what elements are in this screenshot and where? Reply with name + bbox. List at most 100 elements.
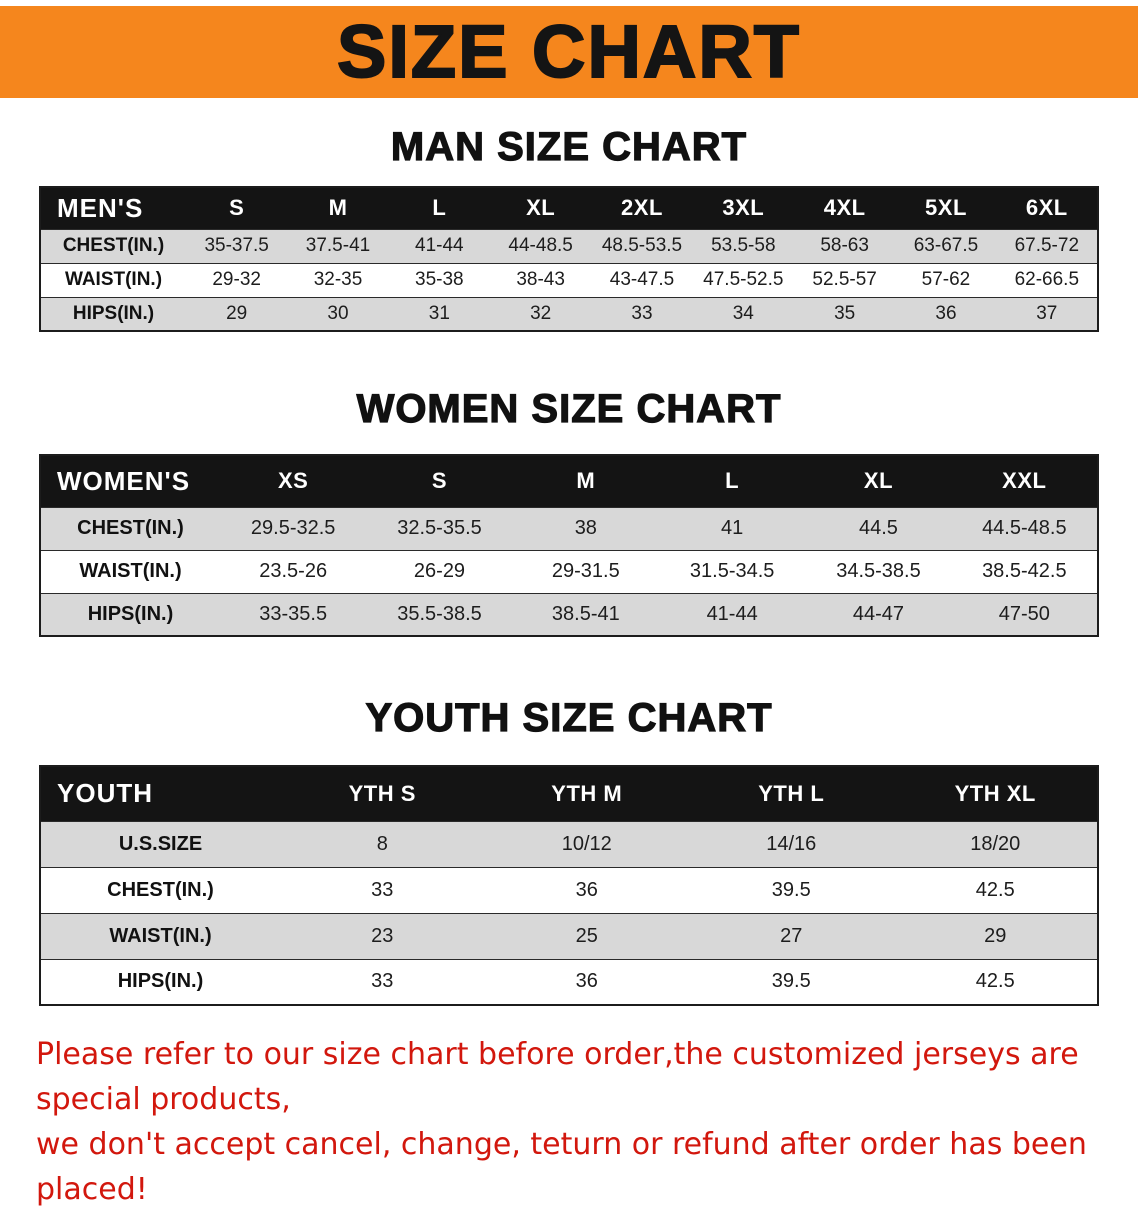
row-label: WAIST(IN.): [79, 560, 182, 582]
size-value: 44.5: [859, 517, 898, 539]
men-chart-heading: MAN SIZE CHART: [390, 124, 748, 169]
size-value: 25: [575, 924, 598, 947]
size-value: 10/12: [561, 832, 612, 855]
women-size-chart-section: WOMEN SIZE CHART WOMEN'S XS S M L XL XXL CHEST(…: [0, 386, 1138, 637]
size-column-header: YTH L: [758, 780, 825, 806]
row-label: HIPS(IN.): [87, 602, 174, 625]
youth-chart-heading: YOUTH SIZE CHART: [365, 695, 773, 740]
size-value: 29-32: [212, 269, 261, 290]
men-size-chart-section: MAN SIZE CHART MEN'S S M L XL 2XL 3XL 4XL 5XL 6XL…: [0, 124, 1138, 332]
table-row: WAIST(IN.) 29-32 32-35 35-38 38-43 43-47.5 47.…: [40, 263, 1098, 297]
row-label: CHEST(IN.): [62, 235, 165, 256]
disclaimer: Please refer to our size chart before or…: [0, 1032, 1138, 1212]
size-value: 18/20: [970, 832, 1021, 855]
table-title-cell: YOUTH: [57, 778, 153, 809]
size-value: 53.5-58: [711, 235, 776, 256]
table-row: CHEST(IN.) 33 36 39.5 42.5: [40, 867, 1098, 913]
size-value: 27: [780, 924, 803, 947]
size-value: 8: [376, 832, 388, 855]
size-value: 39.5: [771, 970, 811, 993]
row-label: WAIST(IN.): [64, 269, 163, 290]
size-value: 23.5-26: [259, 560, 328, 582]
banner: SIZE CHART: [0, 6, 1138, 98]
youth-size-chart-section: YOUTH SIZE CHART YOUTH YTH S YTH M YTH L YTH…: [0, 695, 1138, 1006]
size-value: 42.5: [975, 878, 1015, 901]
men-size-table: MEN'S S M L XL 2XL 3XL 4XL 5XL 6XL CHEST(IN.) 35-37…: [39, 186, 1099, 332]
table-title-cell: MEN'S: [57, 192, 144, 223]
table-row: HIPS(IN.) 29 30 31 32 33 34 35 36 37: [40, 297, 1098, 331]
size-column-header: L: [432, 195, 447, 221]
size-value: 63-67.5: [913, 235, 979, 256]
header-row: WOMEN'S XS S M L XL XXL: [40, 455, 1098, 507]
table-body: CHEST(IN.) 29.5-32.5 32.5-35.5 38 41 44.5 44.5…: [40, 507, 1098, 636]
size-value: 67.5-72: [1014, 235, 1080, 256]
size-value: 32-35: [313, 269, 363, 290]
table-row: CHEST(IN.) 35-37.5 37.5-41 41-44 44-48.5 48.5…: [40, 229, 1098, 263]
size-value: 33-35.5: [259, 602, 328, 625]
size-value: 36: [575, 878, 598, 901]
size-value: 36: [935, 302, 957, 324]
row-label: CHEST(IN.): [107, 878, 214, 901]
size-value: 34.5-38.5: [836, 560, 921, 582]
size-value: 41-44: [706, 602, 758, 625]
size-value: 35: [834, 302, 856, 324]
size-value: 29-31.5: [551, 560, 620, 582]
size-column-header: 4XL: [823, 195, 866, 221]
size-value: 32.5-35.5: [397, 517, 482, 539]
table-title-cell: WOMEN'S: [57, 465, 191, 496]
table-body: CHEST(IN.) 35-37.5 37.5-41 41-44 44-48.5 48.5…: [40, 229, 1098, 331]
size-value: 42.5: [975, 970, 1015, 993]
table-header: WOMEN'S XS S M L XL XXL: [40, 455, 1098, 507]
size-column-header: 2XL: [621, 195, 663, 221]
size-value: 41-44: [415, 235, 464, 256]
table-row: HIPS(IN.) 33-35.5 35.5-38.5 38.5-41 41-44 44-…: [40, 593, 1098, 636]
size-value: 38.5-41: [551, 602, 620, 625]
size-column-header: XS: [277, 468, 309, 494]
row-label: HIPS(IN.): [72, 302, 155, 324]
size-value: 52.5-57: [812, 269, 877, 290]
table-header: YOUTH YTH S YTH M YTH L YTH XL: [40, 766, 1098, 821]
size-value: 35-38: [415, 269, 464, 290]
size-column-header: L: [725, 468, 740, 494]
size-value: 44.5-48.5: [982, 517, 1067, 539]
size-column-header: M: [328, 195, 348, 221]
table-row: WAIST(IN.) 23 25 27 29: [40, 913, 1098, 959]
table-header: MEN'S S M L XL 2XL 3XL 4XL 5XL 6XL: [40, 187, 1098, 229]
size-column-header: XL: [863, 468, 894, 494]
size-value: 32: [530, 302, 552, 324]
table-row: U.S.SIZE 8 10/12 14/16 18/20: [40, 821, 1098, 867]
size-value: 31: [428, 302, 450, 324]
table-body: U.S.SIZE 8 10/12 14/16 18/20 CHEST(IN.) 33 36 39…: [40, 821, 1098, 1005]
size-value: 29.5-32.5: [250, 517, 336, 539]
row-label: WAIST(IN.): [109, 924, 212, 947]
disclaimer-line-2: we don't accept cancel, change, teturn o…: [36, 1127, 1087, 1207]
size-value: 30: [327, 302, 349, 324]
table-row: HIPS(IN.) 33 36 39.5 42.5: [40, 959, 1098, 1005]
size-column-header: M: [576, 468, 596, 494]
size-value: 62-66.5: [1014, 269, 1080, 290]
size-value: 33: [631, 302, 653, 324]
row-label: U.S.SIZE: [118, 832, 203, 855]
size-value: 41: [721, 517, 744, 539]
size-column-header: S: [431, 468, 448, 494]
row-label: HIPS(IN.): [117, 970, 204, 993]
size-value: 58-63: [820, 235, 869, 256]
women-chart-heading: WOMEN SIZE CHART: [356, 386, 782, 431]
size-column-header: XXL: [1002, 468, 1047, 494]
size-value: 36: [575, 970, 598, 993]
size-column-header: XL: [526, 195, 556, 221]
size-column-header: YTH M: [551, 780, 623, 806]
table-row: CHEST(IN.) 29.5-32.5 32.5-35.5 38 41 44.5 44.5…: [40, 507, 1098, 550]
page-title: SIZE CHART: [336, 10, 801, 93]
size-column-header: 3XL: [722, 195, 765, 221]
size-value: 44-48.5: [508, 235, 573, 256]
size-column-header: 5XL: [925, 195, 967, 221]
row-label: CHEST(IN.): [77, 517, 184, 539]
size-value: 38.5-42.5: [982, 560, 1067, 582]
size-value: 37: [1036, 302, 1058, 324]
size-value: 29: [984, 924, 1007, 947]
size-value: 47.5-52.5: [703, 269, 784, 290]
size-value: 35-37.5: [204, 235, 269, 256]
size-value: 57-62: [921, 269, 971, 290]
size-value: 38: [574, 517, 597, 539]
